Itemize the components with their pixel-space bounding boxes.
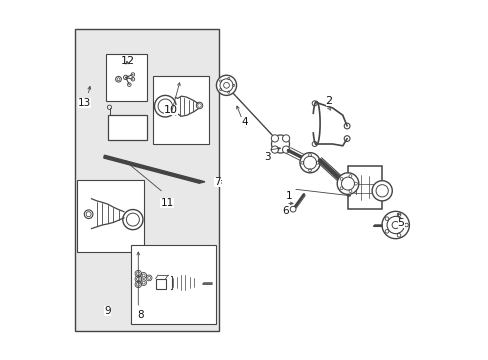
Bar [77, 180, 143, 252]
Text: 4: 4 [241, 117, 247, 127]
Bar [152, 76, 208, 144]
Bar [106, 54, 147, 101]
Text: 13: 13 [78, 98, 91, 108]
Bar [75, 29, 219, 331]
Circle shape [282, 135, 289, 142]
Circle shape [289, 206, 295, 212]
Text: 3: 3 [264, 152, 271, 162]
Circle shape [282, 146, 289, 153]
Circle shape [271, 135, 289, 153]
Circle shape [381, 211, 408, 239]
Bar [107, 115, 147, 140]
Text: 12: 12 [120, 56, 134, 66]
Text: 9: 9 [104, 306, 111, 316]
Text: 5: 5 [397, 218, 404, 228]
Text: 8: 8 [137, 310, 143, 320]
Bar [131, 245, 215, 324]
Circle shape [299, 153, 320, 173]
Circle shape [271, 146, 278, 153]
Text: 10: 10 [163, 105, 177, 115]
Text: 1: 1 [285, 191, 292, 201]
Polygon shape [199, 180, 204, 183]
Circle shape [337, 173, 358, 194]
Text: 2: 2 [325, 96, 332, 106]
Text: 6: 6 [282, 206, 288, 216]
Polygon shape [103, 155, 200, 183]
Circle shape [216, 75, 236, 95]
Text: 11: 11 [160, 198, 173, 208]
Text: 7: 7 [214, 177, 221, 187]
Bar [347, 166, 382, 209]
Circle shape [271, 135, 278, 142]
Circle shape [371, 181, 391, 201]
Bar [155, 279, 165, 289]
